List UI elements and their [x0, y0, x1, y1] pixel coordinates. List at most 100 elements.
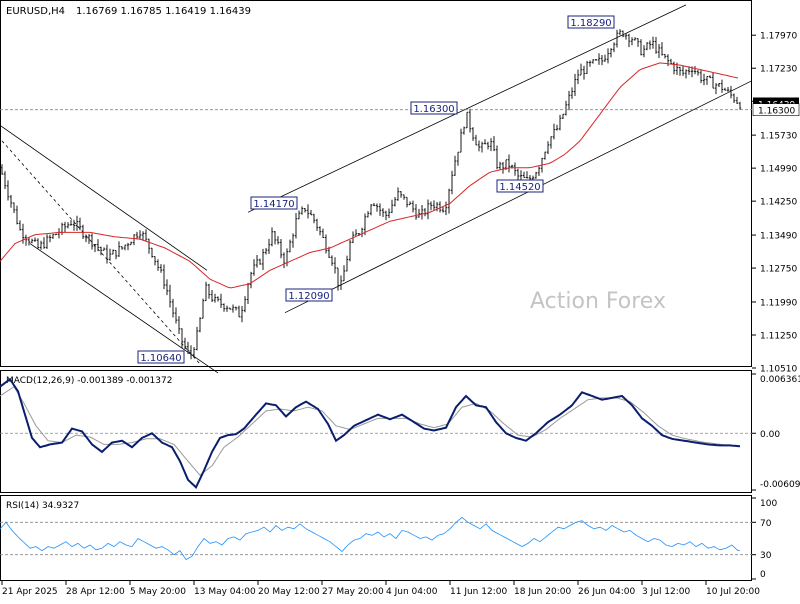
rsi-tick-label: 70	[760, 519, 772, 529]
swing-label-text: 1.10640	[140, 353, 181, 364]
ohlc-bar	[705, 75, 709, 85]
swing-label-box	[496, 179, 544, 193]
ohlc-bar	[360, 227, 364, 238]
moving-average	[0, 62, 739, 289]
price-tick-label: 1.14250	[760, 198, 797, 208]
ohlc-bar	[45, 234, 49, 249]
ohlc-bar	[594, 59, 598, 61]
ohlc-bar	[417, 208, 421, 218]
ohlc-bar	[342, 265, 346, 282]
ohlc-bar	[213, 293, 217, 303]
rsi-axis: 100 70 30 0	[752, 497, 777, 580]
ohlc-bar	[297, 210, 301, 220]
ohlc-bar	[348, 239, 352, 262]
ohlc-bar	[702, 73, 706, 86]
time-axis: 21 Apr 2025 28 Apr 12:00 5 May 20:00 13 May…	[1, 581, 760, 597]
ohlc-bar	[300, 206, 304, 215]
ohlc-bar	[24, 234, 28, 246]
ohlc-bar	[498, 161, 502, 170]
time-tick-label: 18 Jun 20:00	[514, 587, 571, 597]
ohlc-bar	[117, 241, 121, 257]
ohlc-bar	[303, 207, 307, 213]
rsi-line	[0, 516, 740, 561]
ohlc-bar	[561, 113, 565, 119]
rsi-lines	[0, 516, 752, 561]
ohlc-bar	[516, 168, 520, 182]
time-tick-label: 3 Jul 12:00	[642, 587, 691, 597]
ohlc-bar	[576, 69, 580, 85]
ohlc-bar	[282, 252, 286, 269]
price-tick-label: 1.11990	[760, 298, 797, 308]
ohlc-bar	[267, 238, 271, 255]
ohlc-bar	[552, 123, 556, 140]
ohlc-bar	[306, 204, 310, 219]
time-tick-label: 11 Jun 12:00	[450, 587, 507, 597]
ohlc-bar	[603, 54, 607, 62]
watermark: Action Forex	[530, 289, 666, 314]
swing-label-text: 1.16300	[413, 104, 454, 115]
ohlc-bar	[222, 303, 226, 312]
swing-label-1-14170: 1.14170	[250, 196, 298, 210]
ohlc-bar	[507, 154, 511, 173]
ohlc-bar	[231, 304, 235, 313]
ohlc-bar	[276, 236, 280, 245]
ohlc-bar	[192, 347, 196, 358]
ohlc-bar	[138, 230, 142, 240]
macd-main-line	[0, 377, 741, 489]
ohlc-bar	[339, 275, 343, 291]
swing-label-1-12090: 1.12090	[285, 288, 333, 302]
ohlc-bar	[108, 248, 112, 261]
ohlc-bar	[708, 75, 712, 79]
ohlc-bar	[288, 239, 292, 253]
ohlc-bar	[696, 70, 700, 76]
ohlc-bar	[333, 257, 337, 274]
ohlc-bar	[159, 264, 163, 273]
ohlc-bar	[723, 87, 727, 91]
swing-label-1-10640: 1.10640	[137, 350, 185, 364]
swing-labels: 1.10640 1.14170 1.12090 1.16300 1.14520 1.182…	[137, 15, 615, 364]
ohlc-bar	[225, 305, 229, 312]
ohlc-bar	[384, 210, 388, 221]
ohlc-bar	[639, 39, 643, 56]
price-bars	[0, 29, 742, 360]
ohlc-bar	[273, 230, 277, 245]
ohlc-bar	[624, 33, 628, 40]
ohlc-bar	[105, 244, 109, 264]
ohlc-bar	[672, 61, 676, 75]
ohlc-bar	[621, 30, 625, 38]
ohlc-bar	[651, 36, 655, 49]
ohlc-bar	[399, 191, 403, 198]
ohlc-bar	[465, 111, 469, 129]
ohlc-bar	[663, 53, 667, 59]
price-axis: 1.179701.172301.164901.157301.149901.142…	[752, 32, 800, 375]
ohlc-bar	[42, 237, 46, 249]
ohlc-bar	[381, 208, 385, 217]
macd-panel-frame	[0, 370, 752, 493]
ohlc-bar	[681, 65, 685, 76]
ohlc-bar	[318, 226, 322, 236]
ohlc-bar	[264, 247, 268, 255]
ohlc-bar	[693, 66, 697, 75]
ohlc-bar	[429, 201, 433, 211]
ohlc-bar	[531, 175, 535, 181]
ohlc-bar	[66, 222, 70, 229]
ohlc-bar	[135, 231, 139, 240]
ohlc-bar	[489, 138, 493, 152]
rsi-tick-label: 100	[760, 499, 777, 509]
ohlc-bar	[177, 316, 181, 335]
ohlc-bar	[375, 203, 379, 212]
swing-label-1-18290: 1.18290	[567, 15, 615, 29]
ohlc-bar	[111, 249, 115, 255]
channel-line-down-upper	[0, 124, 208, 271]
ohlc-bar	[537, 166, 541, 176]
ohlc-bar	[567, 90, 571, 111]
channel-line-up-lower	[284, 80, 753, 314]
ohlc-bar	[321, 228, 325, 239]
ohlc-bar	[372, 202, 376, 207]
ohlc-bar	[84, 234, 88, 243]
ohlc-bar	[645, 42, 649, 51]
ohlc-bar	[393, 197, 397, 207]
price-panel-frame	[0, 0, 752, 367]
ohlc-bar	[717, 82, 721, 87]
ohlc-bar	[453, 155, 457, 176]
